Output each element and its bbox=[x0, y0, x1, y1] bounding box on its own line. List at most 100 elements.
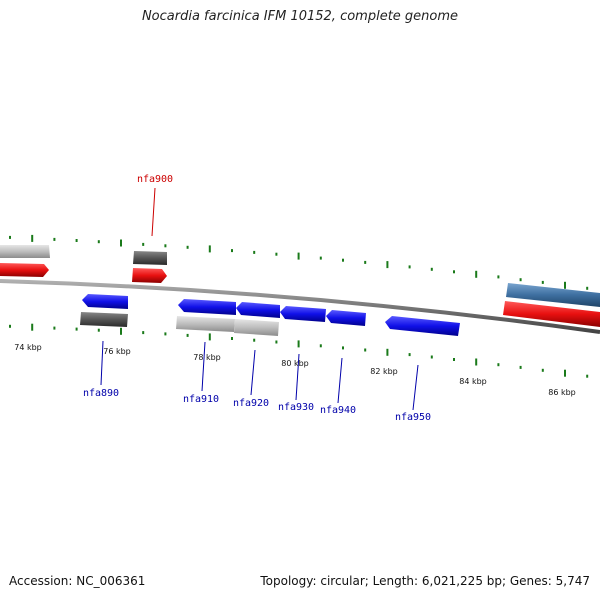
connector-nfa910 bbox=[201, 341, 206, 392]
outer-tick bbox=[586, 286, 589, 290]
scale-label-78: 78 kbp bbox=[193, 353, 221, 362]
feature-dark-nfa890 bbox=[80, 312, 128, 327]
connector-nfa930 bbox=[295, 353, 300, 401]
outer-tick bbox=[453, 270, 455, 274]
inner-tick bbox=[497, 363, 500, 367]
gene-label-nfa900[interactable]: nfa900 bbox=[137, 174, 173, 185]
connector-nfa950 bbox=[412, 364, 419, 411]
inner-tick bbox=[253, 338, 256, 342]
inner-tick bbox=[9, 324, 11, 328]
feature-steel-right bbox=[506, 283, 600, 307]
outer-tick bbox=[541, 280, 544, 284]
outer-tick bbox=[564, 281, 566, 289]
outer-tick bbox=[319, 256, 322, 260]
inner-tick bbox=[564, 369, 566, 377]
outer-tick bbox=[497, 275, 500, 279]
gene-nfa940 bbox=[326, 310, 366, 326]
inner-tick bbox=[120, 327, 122, 335]
inner-tick bbox=[430, 355, 433, 359]
connector-nfa900 bbox=[151, 187, 156, 237]
outer-tick bbox=[164, 244, 167, 248]
scale-label-84: 84 kbp bbox=[459, 377, 487, 386]
scale-label-82: 82 kbp bbox=[370, 367, 398, 376]
inner-tick-row bbox=[9, 323, 589, 378]
gene-label-nfa940[interactable]: nfa940 bbox=[320, 405, 356, 416]
outer-tick bbox=[253, 250, 256, 254]
inner-tick bbox=[364, 348, 367, 352]
inner-tick bbox=[186, 333, 189, 337]
inner-tick bbox=[408, 353, 411, 357]
outer-tick bbox=[475, 270, 478, 278]
connector-nfa890 bbox=[100, 340, 104, 386]
gene-reverse-left bbox=[0, 263, 49, 277]
gene-reverse-nfa900 bbox=[132, 268, 167, 283]
inner-tick bbox=[53, 326, 56, 330]
outer-tick bbox=[120, 239, 122, 247]
inner-tick bbox=[231, 337, 233, 340]
page-title: Nocardia farcinica IFM 10152, complete g… bbox=[141, 9, 459, 24]
gene-label-nfa920[interactable]: nfa920 bbox=[233, 398, 269, 409]
inner-features bbox=[80, 294, 460, 336]
label-connectors bbox=[100, 187, 419, 411]
outer-tick bbox=[430, 267, 433, 271]
gene-label-nfa930[interactable]: nfa930 bbox=[278, 402, 314, 413]
inner-tick bbox=[319, 344, 322, 348]
outer-tick bbox=[142, 242, 145, 246]
scale-labels: 74 kbp 76 kbp 78 kbp 80 kbp 82 kbp 84 kb… bbox=[14, 343, 576, 397]
scale-label-76: 76 kbp bbox=[103, 347, 131, 356]
inner-tick bbox=[164, 332, 167, 336]
gene-labels: nfa900 nfa890 nfa910 nfa920 nfa930 nfa94… bbox=[83, 174, 431, 423]
outer-tick bbox=[297, 252, 300, 260]
outer-tick bbox=[31, 234, 34, 242]
outer-tick bbox=[519, 278, 522, 282]
inner-tick bbox=[97, 328, 100, 332]
outer-tick bbox=[208, 245, 211, 253]
outer-tick bbox=[386, 261, 389, 269]
inner-tick bbox=[475, 358, 478, 366]
gene-nfa910 bbox=[178, 299, 236, 315]
outer-features bbox=[0, 245, 600, 327]
gene-nfa920 bbox=[236, 302, 280, 318]
inner-tick bbox=[142, 331, 145, 335]
scale-label-86: 86 kbp bbox=[548, 388, 576, 397]
scale-label-80: 80 kbp bbox=[281, 359, 309, 368]
feature-light-nfa920 bbox=[234, 319, 279, 336]
inner-tick bbox=[586, 374, 589, 378]
inner-tick bbox=[342, 346, 344, 350]
accession-text: Accession: NC_006361 bbox=[9, 574, 146, 588]
inner-tick bbox=[31, 323, 34, 331]
scale-label-74: 74 kbp bbox=[14, 343, 42, 352]
gene-reverse-right bbox=[503, 301, 600, 327]
outer-tick bbox=[275, 252, 278, 256]
outer-tick bbox=[97, 240, 100, 244]
inner-tick bbox=[208, 333, 211, 341]
outer-tick bbox=[9, 235, 11, 239]
connector-nfa920 bbox=[250, 349, 256, 396]
outer-tick bbox=[186, 245, 189, 249]
outer-tick bbox=[342, 258, 344, 262]
gene-label-nfa950[interactable]: nfa950 bbox=[395, 412, 431, 423]
outer-tick-row bbox=[9, 234, 589, 290]
outer-tick bbox=[364, 260, 367, 264]
inner-tick bbox=[541, 368, 544, 372]
connector-nfa940 bbox=[337, 357, 343, 404]
gene-label-nfa910[interactable]: nfa910 bbox=[183, 394, 219, 405]
outer-tick bbox=[231, 249, 233, 253]
outer-tick bbox=[53, 237, 56, 241]
feature-dark-nfa900 bbox=[133, 251, 167, 265]
inner-tick bbox=[386, 348, 389, 356]
genome-backbone bbox=[0, 279, 600, 334]
inner-tick bbox=[297, 340, 300, 348]
inner-tick bbox=[519, 365, 522, 369]
inner-tick bbox=[453, 358, 455, 361]
outer-tick bbox=[75, 239, 78, 242]
gene-nfa950 bbox=[385, 316, 460, 336]
inner-tick bbox=[75, 327, 78, 331]
feature-light-nfa910 bbox=[176, 316, 235, 332]
gene-nfa930 bbox=[280, 306, 326, 322]
inner-tick bbox=[275, 340, 278, 344]
gene-label-nfa890[interactable]: nfa890 bbox=[83, 388, 119, 399]
outer-tick bbox=[408, 265, 411, 269]
genome-summary-text: Topology: circular; Length: 6,021,225 bp… bbox=[260, 574, 590, 588]
